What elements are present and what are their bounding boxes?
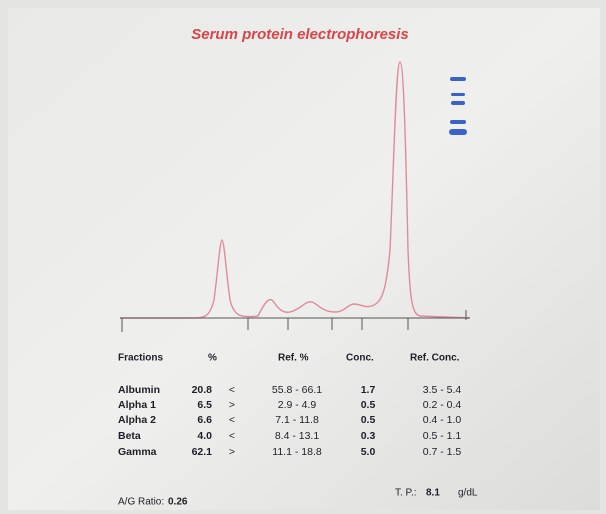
conc: 0.5 [361, 414, 376, 426]
fraction-name: Alpha 2 [118, 414, 156, 426]
conc: 5.0 [361, 446, 376, 458]
column-header: Ref. Conc. [410, 353, 460, 364]
percent: 4.0 [197, 430, 212, 442]
ag-label: A/G Ratio: [118, 497, 164, 508]
ref-conc: 0.7 - 1.5 [423, 446, 462, 458]
flag: < [229, 384, 235, 396]
percent: 6.6 [197, 414, 212, 426]
ref-percent: 2.9 - 4.9 [278, 399, 317, 411]
flag: < [229, 414, 235, 426]
tp-unit: g/dL [458, 488, 478, 499]
ref-conc: 0.2 - 0.4 [423, 399, 462, 411]
ag-value: 0.26 [168, 497, 188, 508]
report: Serum protein electrophoresis Fractions%… [0, 0, 606, 514]
column-header: Ref. % [278, 353, 309, 364]
column-header: Conc. [346, 353, 374, 364]
percent: 62.1 [192, 446, 213, 458]
ref-percent: 11.1 - 18.8 [272, 446, 322, 458]
title: Serum protein electrophoresis [191, 26, 409, 43]
ref-percent: 7.1 - 11.8 [275, 414, 319, 426]
fraction-name: Beta [118, 430, 141, 442]
percent: 20.8 [192, 384, 213, 396]
conc: 1.7 [361, 384, 376, 396]
fraction-name: Gamma [118, 446, 157, 458]
conc: 0.3 [361, 430, 376, 442]
flag: > [229, 399, 235, 411]
ref-conc: 0.5 - 1.1 [423, 430, 462, 442]
page: {"title": "Serum protein electrophoresis… [0, 0, 606, 514]
flag: < [229, 430, 235, 442]
ref-percent: 8.4 - 13.1 [275, 430, 320, 442]
conc: 0.5 [361, 399, 376, 411]
ref-conc: 0.4 - 1.0 [423, 414, 462, 426]
tp-label: T. P.: [395, 488, 417, 499]
ref-percent: 55.8 - 66.1 [272, 384, 322, 396]
flag: > [229, 446, 235, 458]
fraction-name: Alpha 1 [118, 399, 156, 411]
percent: 6.5 [197, 399, 212, 411]
column-header: Fractions [118, 353, 163, 364]
fraction-name: Albumin [118, 384, 160, 396]
column-header: % [208, 353, 217, 364]
tp-value: 8.1 [426, 488, 440, 499]
ref-conc: 3.5 - 5.4 [423, 384, 462, 396]
